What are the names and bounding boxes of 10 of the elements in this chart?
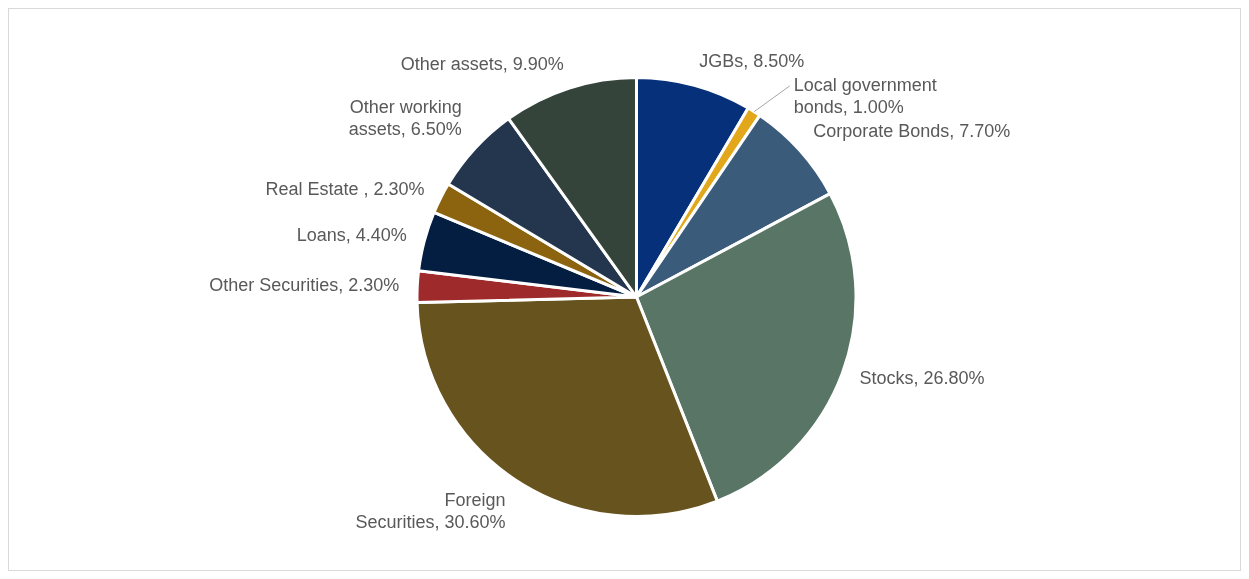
slice-label: Other working assets, 6.50% [348, 97, 462, 140]
slice-label: Other Securities, 2.30% [209, 274, 400, 295]
slice-label: Local government bonds, 1.00% [793, 74, 937, 117]
slice-label: Stocks, 26.80% [859, 367, 985, 388]
slice-label: Real Estate , 2.30% [265, 178, 425, 199]
slice-label: Foreign Securities, 30.60% [355, 490, 506, 533]
slice-label: Corporate Bonds, 7.70% [813, 121, 1011, 142]
slice-label: JGBs, 8.50% [699, 50, 805, 71]
slice-label: Other assets, 9.90% [400, 53, 564, 74]
slice-label: Loans, 4.40% [296, 225, 407, 246]
